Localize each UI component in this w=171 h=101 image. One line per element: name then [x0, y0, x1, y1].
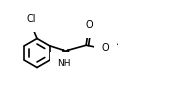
Text: Cl: Cl: [26, 15, 36, 25]
Text: O: O: [86, 20, 94, 30]
Text: NH: NH: [58, 59, 71, 68]
Text: O: O: [101, 43, 109, 53]
